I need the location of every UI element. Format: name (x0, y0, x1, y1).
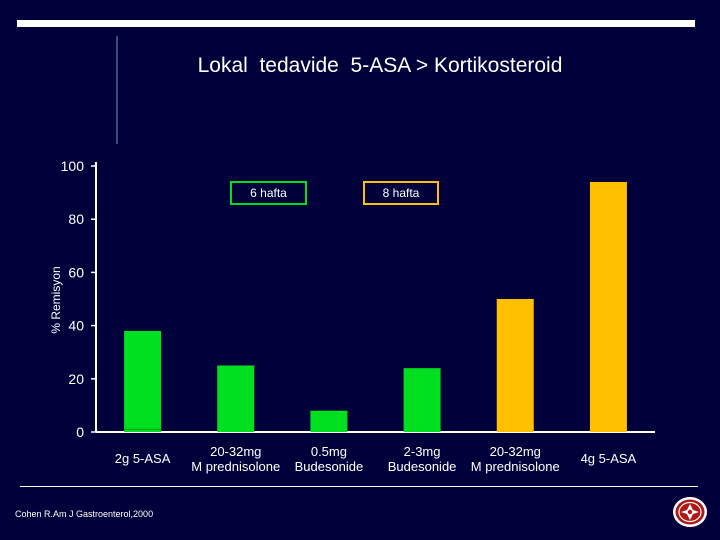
bar (403, 368, 441, 432)
y-tick-label: 80 (68, 211, 84, 227)
x-category-label: Budesonide (388, 459, 457, 474)
legend-box (365, 183, 437, 203)
bar (310, 410, 348, 432)
y-tick-label: 40 (68, 318, 84, 334)
x-category-label: 0.5mg (311, 444, 347, 459)
university-logo-icon (673, 497, 707, 527)
decorative-vertical-line (116, 36, 118, 144)
x-category-label: 2g 5-ASA (115, 451, 171, 466)
y-tick-label: 100 (61, 158, 85, 174)
y-axis-label: % Remisyon (49, 266, 63, 333)
x-category-label: 20-32mg (210, 444, 261, 459)
legend-label: 6 hafta (250, 186, 287, 200)
x-category-label: 4g 5-ASA (581, 451, 637, 466)
y-tick-label: 0 (76, 424, 84, 440)
x-category-label: 20-32mg (490, 444, 541, 459)
x-category-label: 2-3mg (404, 444, 441, 459)
legend-label: 8 hafta (383, 186, 420, 200)
y-tick-label: 60 (68, 264, 84, 280)
legend-box (232, 183, 305, 203)
bar (589, 181, 627, 432)
top-rule (17, 20, 695, 27)
bar (496, 299, 534, 432)
bottom-rule (20, 486, 698, 487)
y-tick-label: 20 (68, 371, 84, 387)
x-category-label: Budesonide (295, 459, 364, 474)
x-category-label: M prednisolone (471, 459, 560, 474)
bar (217, 365, 255, 432)
slide-title: Lokal tedavide 5-ASA > Kortikosteroid (197, 54, 563, 77)
x-category-label: M prednisolone (191, 459, 280, 474)
citation: Cohen R.Am J Gastroenterol,2000 (15, 509, 154, 519)
bar (124, 330, 162, 432)
